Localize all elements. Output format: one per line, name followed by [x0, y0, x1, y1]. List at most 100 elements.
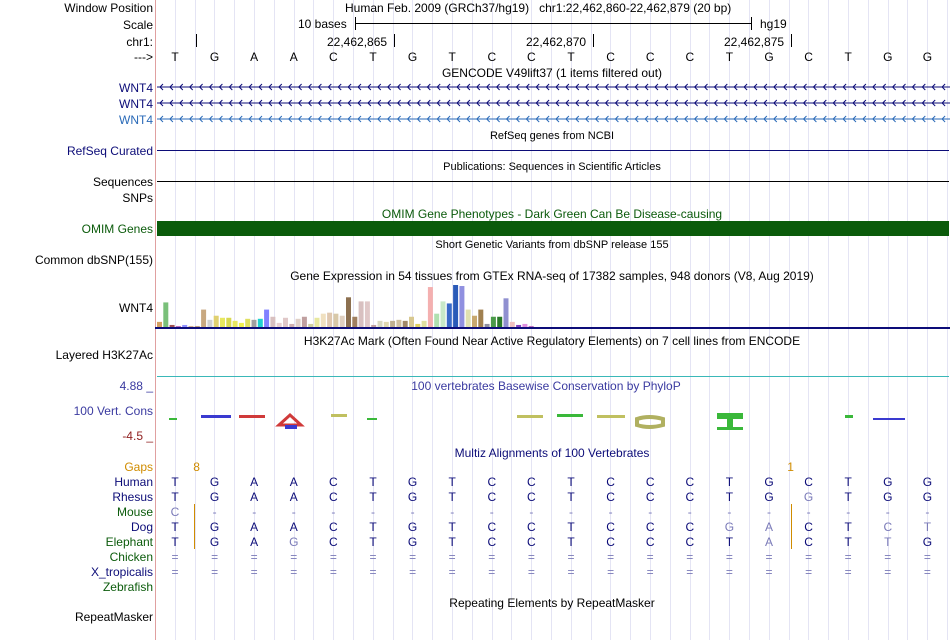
- species-label[interactable]: X_tropicalis: [90, 565, 153, 579]
- species-label[interactable]: Rhesus: [112, 490, 153, 504]
- gencode-track-label[interactable]: WNT4: [119, 81, 153, 95]
- species-label[interactable]: Chicken: [109, 550, 153, 564]
- aligned-base: =: [448, 565, 456, 579]
- phylop-min-label: -4.5 _: [122, 429, 153, 443]
- strand-chevron: [208, 83, 213, 91]
- strand-chevron: [466, 115, 471, 123]
- gtex-tissue-bar: [157, 321, 162, 327]
- strand-chevron: [515, 83, 520, 91]
- gridline: [234, 0, 236, 640]
- gtex-expression-bars[interactable]: [155, 284, 950, 330]
- aligned-base: =: [725, 550, 733, 564]
- species-label[interactable]: Human: [114, 475, 153, 489]
- strand-chevron: [208, 99, 213, 107]
- species-label[interactable]: Elephant: [105, 535, 153, 549]
- h3k27ac-signal-line: [157, 376, 949, 377]
- snps-label[interactable]: SNPs: [122, 191, 153, 205]
- omim-feature-bar[interactable]: [157, 221, 949, 236]
- gtex-tissue-bar: [220, 317, 225, 327]
- sequence-base: G: [922, 50, 933, 64]
- gtex-tissue-bar: [289, 323, 295, 327]
- publications-label[interactable]: Sequences: [92, 175, 153, 189]
- gtex-title[interactable]: Gene Expression in 54 tissues from GTEx …: [290, 269, 814, 283]
- strand-chevron: [307, 99, 312, 107]
- h3k27ac-title[interactable]: H3K27Ac Mark (Often Found Near Active Re…: [303, 334, 801, 348]
- phylop-conservation-glyphs[interactable]: [157, 405, 950, 435]
- aligned-base: T: [567, 520, 575, 534]
- dbsnp-title[interactable]: Short Genetic Variants from dbSNP releas…: [435, 239, 669, 251]
- gtex-tissue-bar: [421, 320, 427, 327]
- refseq-gene-line[interactable]: [157, 150, 949, 151]
- strand-chevron: [416, 99, 421, 107]
- strand-chevron: [327, 115, 332, 123]
- strand-chevron: [307, 115, 312, 123]
- strand-chevron: [931, 115, 936, 123]
- window-position-text: Human Feb. 2009 (GRCh37/hg19) chr1:22,46…: [345, 1, 732, 15]
- repeatmasker-title[interactable]: Repeating Elements by RepeatMasker: [449, 596, 655, 610]
- strand-chevron: [674, 83, 679, 91]
- species-label[interactable]: Zebrafish: [102, 580, 153, 594]
- gtex-tissue-bar: [333, 313, 339, 327]
- gencode-track-label[interactable]: WNT4: [119, 113, 153, 127]
- strand-chevron: [664, 99, 669, 107]
- strand-chevron: [852, 83, 857, 91]
- strand-chevron: [594, 83, 599, 91]
- aligned-base: -: [212, 505, 217, 519]
- aligned-base: =: [765, 550, 773, 564]
- strand-chevron: [872, 115, 877, 123]
- gaps-label[interactable]: Gaps: [124, 460, 153, 474]
- aligned-base: -: [608, 505, 613, 519]
- strand-chevron: [218, 115, 223, 123]
- gridline: [630, 0, 632, 640]
- aligned-base: G: [209, 535, 220, 549]
- publications-title[interactable]: Publications: Sequences in Scientific Ar…: [443, 161, 661, 173]
- strand-chevron: [703, 115, 708, 123]
- aligned-base: =: [607, 550, 615, 564]
- gtex-tissue-bar: [415, 323, 421, 327]
- aligned-base: T: [567, 475, 575, 489]
- species-label[interactable]: Dog: [130, 520, 153, 534]
- strand-chevron: [852, 99, 857, 107]
- strand-chevron: [287, 83, 293, 91]
- gridline: [907, 0, 909, 640]
- multiz-title[interactable]: Multiz Alignments of 100 Vertebrates: [454, 446, 650, 460]
- ruler-tick-minor: [196, 34, 197, 47]
- publications-line[interactable]: [157, 181, 949, 182]
- phylop-title[interactable]: 100 vertebrates Basewise Conservation by…: [411, 379, 681, 393]
- aligned-base: =: [329, 565, 337, 579]
- species-label[interactable]: Mouse: [116, 505, 153, 519]
- sequence-base: C: [685, 50, 695, 64]
- strand-chevron: [584, 99, 590, 107]
- strand-chevron: [198, 99, 203, 107]
- strand-chevron: [604, 99, 609, 107]
- aligned-base: C: [645, 520, 655, 534]
- gencode-track-label[interactable]: WNT4: [119, 97, 153, 111]
- strand-chevron: [347, 99, 352, 107]
- phylop-base-glyphs: [169, 412, 905, 430]
- aligned-base: =: [290, 565, 298, 579]
- strand-chevron: [703, 83, 708, 91]
- gap-count: 1: [787, 460, 794, 474]
- gencode-title[interactable]: GENCODE V49lift37 (1 items filtered out): [441, 66, 663, 80]
- refseq-label[interactable]: RefSeq Curated: [66, 144, 153, 158]
- refseq-title[interactable]: RefSeq genes from NCBI: [489, 130, 615, 142]
- repeatmasker-label[interactable]: RepeatMasker: [74, 610, 153, 624]
- gridline: [590, 0, 592, 640]
- aligned-base: =: [884, 550, 892, 564]
- omim-label[interactable]: OMIM Genes: [81, 222, 153, 236]
- strand-chevron: [832, 115, 837, 123]
- gtex-label[interactable]: WNT4: [119, 301, 153, 315]
- dbsnp-label[interactable]: Common dbSNP(155): [34, 253, 153, 267]
- gencode-transcripts[interactable]: [157, 80, 950, 128]
- strand-chevron: [505, 99, 510, 107]
- gridline: [749, 0, 750, 640]
- strand-chevron: [624, 99, 629, 107]
- strand-chevron: [872, 83, 877, 91]
- strand-chevron: [891, 83, 896, 91]
- aligned-base: T: [844, 535, 852, 549]
- omim-title[interactable]: OMIM Gene Phenotypes - Dark Green Can Be…: [381, 207, 723, 221]
- gridline: [570, 0, 572, 640]
- h3k27ac-label[interactable]: Layered H3K27Ac: [55, 348, 153, 362]
- gtex-tissue-bar: [295, 318, 301, 327]
- phylop-label[interactable]: 100 Vert. Cons: [73, 404, 153, 418]
